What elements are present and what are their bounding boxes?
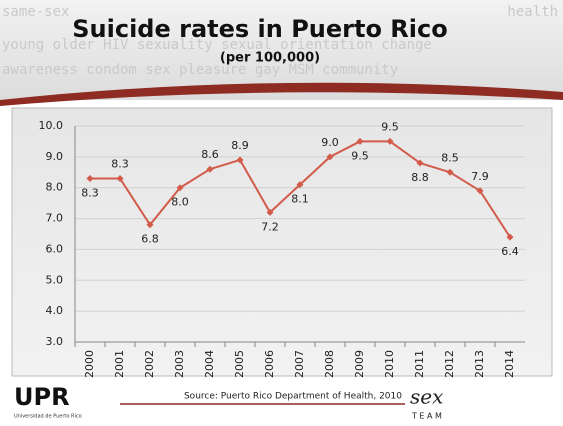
y-tick-label: 4.0 — [46, 304, 64, 317]
x-tick-label: 2009 — [353, 350, 366, 378]
data-label: 8.0 — [171, 196, 189, 209]
x-tick-label: 2014 — [503, 350, 516, 378]
marker — [506, 233, 514, 241]
x-tick-label: 2003 — [173, 350, 186, 378]
data-label: 7.9 — [471, 170, 489, 183]
team-logo: sex — [410, 385, 443, 409]
data-label: 6.8 — [141, 233, 159, 246]
chart-panel — [11, 107, 553, 377]
y-tick-label: 10.0 — [39, 119, 64, 132]
data-label: 6.4 — [501, 245, 519, 258]
y-tick-label: 7.0 — [46, 212, 64, 225]
marker — [416, 159, 424, 167]
background-word: awareness condom sex pleasure gay MSM co… — [2, 62, 398, 78]
x-tick-label: 2012 — [443, 350, 456, 378]
x-tick-label: 2008 — [323, 350, 336, 378]
logo-caption: Universidad de Puerto Rico — [14, 414, 82, 420]
plot: 3.0 4.0 5.0 6.0 7.0 8.0 9.0 10.0 2000 2001 2002 200… — [39, 119, 525, 378]
marker — [296, 181, 304, 189]
x-tick-label: 2013 — [473, 350, 486, 378]
marker — [356, 137, 364, 145]
data-label: 8.6 — [201, 148, 219, 161]
background-word: same-sex — [2, 4, 69, 20]
x-tick-label: 2010 — [383, 350, 396, 378]
marker — [206, 165, 214, 173]
title: Suicide rates in Puerto Rico — [72, 15, 447, 43]
x-tick-label: 2002 — [143, 350, 156, 378]
y-tick-label: 5.0 — [46, 273, 64, 286]
data-label: 9.5 — [381, 120, 399, 133]
marker — [446, 168, 454, 176]
data-label: 9.5 — [351, 149, 369, 162]
header-swoosh — [0, 82, 563, 106]
data-label: 7.2 — [261, 220, 279, 233]
x-tick-label: 2001 — [113, 350, 126, 378]
y-tick-label: 9.0 — [46, 150, 64, 163]
logo: UPR — [14, 383, 70, 411]
data-label: 8.8 — [411, 171, 429, 184]
marker — [386, 137, 394, 145]
marker — [146, 221, 154, 229]
marker — [266, 208, 274, 216]
y-tick-label: 8.0 — [46, 181, 64, 194]
y-tick-label: 6.0 — [46, 242, 64, 255]
x-tick-label: 2004 — [203, 350, 216, 378]
marker — [476, 187, 484, 195]
x-tick-label: 2011 — [413, 350, 426, 378]
subtitle: (per 100,000) — [220, 51, 320, 66]
marker — [326, 153, 334, 161]
data-label: 8.1 — [291, 193, 309, 206]
x-tick-label: 2007 — [293, 350, 306, 378]
marker — [236, 156, 244, 164]
y-tick-label: 3.0 — [46, 335, 64, 348]
data-label: 8.5 — [441, 151, 459, 164]
x-tick-label: 2000 — [83, 350, 96, 378]
background-word: health — [507, 4, 558, 20]
source: Source: Puerto Rico Department of Health… — [184, 392, 402, 402]
data-label: 8.3 — [111, 157, 129, 170]
marker — [116, 174, 124, 182]
team-caption: T E A M — [411, 412, 442, 421]
x-tick-label: 2005 — [233, 350, 246, 378]
data-label: 8.9 — [231, 139, 249, 152]
data-label: 9.0 — [321, 136, 339, 149]
marker — [176, 184, 184, 192]
data-label: 8.3 — [81, 186, 99, 199]
x-tick-label: 2006 — [263, 350, 276, 378]
background-word: young older HIV sexuality sexual orienta… — [2, 37, 432, 53]
marker — [86, 174, 94, 182]
